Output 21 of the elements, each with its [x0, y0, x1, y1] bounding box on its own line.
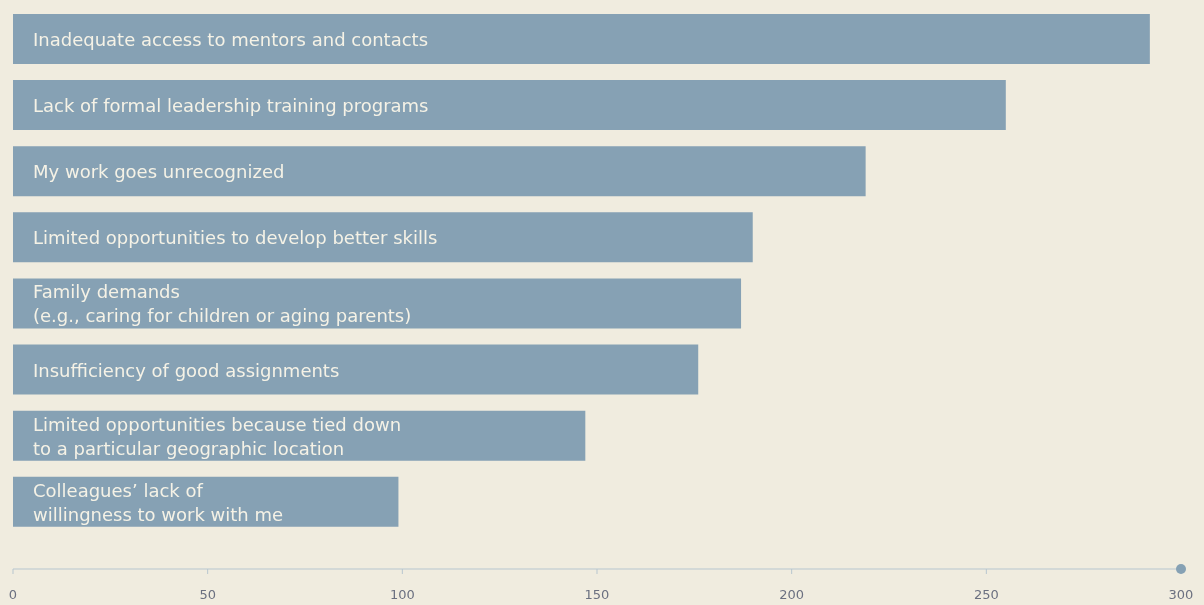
x-tick-label: 250: [973, 587, 999, 603]
y-tick-label: Limited opportunities because tied down to a particular geographic location: [33, 413, 402, 459]
y-tick-label: Family demands (e.g., caring for children or aging parents): [33, 280, 412, 326]
bar: [13, 344, 699, 395]
bar: [13, 278, 742, 329]
bar: [13, 146, 866, 197]
bar: [13, 13, 1150, 64]
y-tick-label: Colleagues’ lack of willingness to work with me: [33, 479, 284, 525]
x-tick-label: 50: [199, 587, 216, 603]
y-tick-label: Lack of formal leadership training programs: [33, 94, 429, 116]
x-tick-label: 300: [1168, 587, 1194, 603]
x-tick-label: 200: [779, 587, 805, 603]
x-tick-label: 100: [389, 587, 415, 603]
x-tick-label: 150: [584, 587, 610, 603]
y-tick-label: Limited opportunities to develop better skills: [33, 226, 438, 248]
y-tick-label: My work goes unrecognized: [33, 160, 285, 182]
x-tick-label: 0: [8, 587, 18, 603]
bar: [13, 212, 753, 263]
y-tick-label: Insufficiency of good assignments: [33, 359, 340, 381]
y-tick-label: Inadequate access to mentors and contacts: [33, 28, 429, 50]
bar: [13, 80, 1006, 131]
